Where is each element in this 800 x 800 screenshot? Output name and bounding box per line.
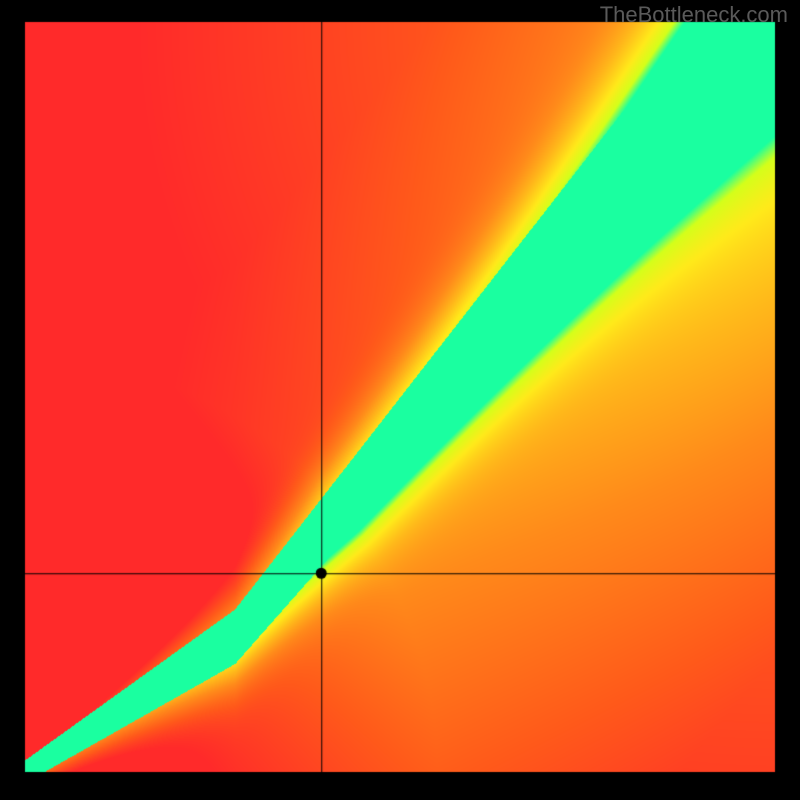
chart-container: TheBottleneck.com: [0, 0, 800, 800]
watermark-label: TheBottleneck.com: [600, 2, 788, 28]
bottleneck-heatmap: [0, 0, 800, 800]
